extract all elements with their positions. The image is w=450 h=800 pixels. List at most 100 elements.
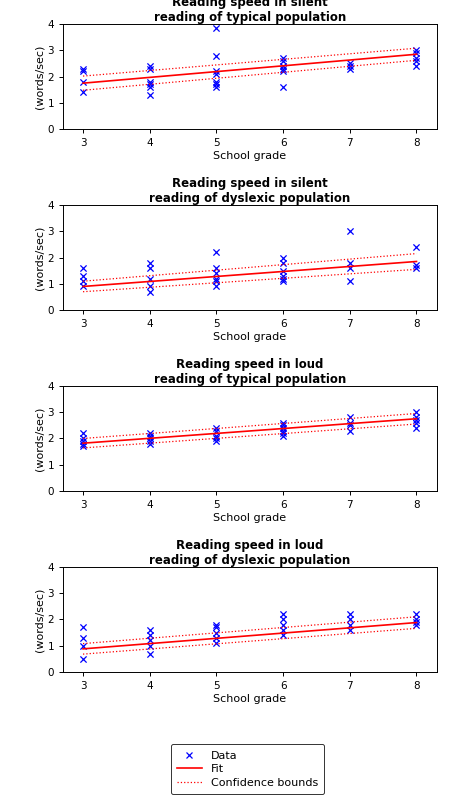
Point bbox=[346, 419, 353, 432]
Point bbox=[279, 251, 287, 264]
Point bbox=[213, 49, 220, 62]
Point bbox=[79, 434, 86, 447]
Y-axis label: (words/sec): (words/sec) bbox=[35, 406, 45, 470]
Point bbox=[346, 618, 353, 631]
Point bbox=[413, 241, 420, 254]
Point bbox=[146, 629, 153, 642]
Point bbox=[413, 616, 420, 629]
Point bbox=[79, 65, 86, 78]
Point bbox=[279, 613, 287, 626]
Point bbox=[79, 427, 86, 440]
Title: Reading speed in loud
reading of dyslexic population: Reading speed in loud reading of dyslexi… bbox=[149, 539, 351, 567]
Point bbox=[346, 411, 353, 424]
Point bbox=[346, 57, 353, 70]
Point bbox=[413, 54, 420, 67]
Point bbox=[213, 430, 220, 442]
Point bbox=[279, 65, 287, 78]
Point bbox=[279, 608, 287, 621]
Point bbox=[346, 613, 353, 626]
Point bbox=[146, 272, 153, 285]
Point bbox=[413, 608, 420, 621]
Y-axis label: (words/sec): (words/sec) bbox=[35, 587, 45, 651]
Point bbox=[213, 22, 220, 34]
Point bbox=[213, 67, 220, 80]
Point bbox=[213, 422, 220, 434]
Point bbox=[413, 262, 420, 274]
Title: Reading speed in silent
reading of typical population: Reading speed in silent reading of typic… bbox=[153, 0, 346, 24]
Point bbox=[279, 416, 287, 429]
Point bbox=[146, 623, 153, 636]
Point bbox=[279, 256, 287, 269]
Point bbox=[213, 81, 220, 94]
Point bbox=[413, 44, 420, 57]
Point bbox=[146, 639, 153, 652]
Point bbox=[279, 275, 287, 288]
Point bbox=[279, 618, 287, 631]
Point bbox=[279, 62, 287, 75]
Point bbox=[346, 424, 353, 437]
Point bbox=[279, 623, 287, 636]
Point bbox=[279, 270, 287, 282]
Point bbox=[279, 81, 287, 94]
X-axis label: School grade: School grade bbox=[213, 694, 286, 704]
Point bbox=[346, 262, 353, 274]
Point bbox=[146, 430, 153, 442]
Point bbox=[346, 416, 353, 429]
Point bbox=[346, 62, 353, 75]
Point bbox=[146, 438, 153, 450]
Point bbox=[213, 75, 220, 88]
Point bbox=[279, 430, 287, 442]
Point bbox=[146, 432, 153, 445]
Point bbox=[213, 637, 220, 650]
Point bbox=[79, 631, 86, 644]
Point bbox=[146, 427, 153, 440]
Point bbox=[146, 89, 153, 102]
Point bbox=[279, 629, 287, 642]
Point bbox=[279, 272, 287, 285]
Point bbox=[346, 225, 353, 238]
X-axis label: School grade: School grade bbox=[213, 332, 286, 342]
Point bbox=[413, 52, 420, 65]
Point bbox=[213, 432, 220, 445]
Point bbox=[146, 60, 153, 73]
Point bbox=[413, 618, 420, 631]
Point bbox=[346, 608, 353, 621]
Point bbox=[413, 259, 420, 272]
Point bbox=[213, 272, 220, 285]
Point bbox=[413, 422, 420, 434]
Point bbox=[346, 623, 353, 636]
Point bbox=[213, 262, 220, 274]
Point bbox=[146, 81, 153, 94]
Point bbox=[213, 434, 220, 447]
Point bbox=[413, 411, 420, 424]
Point bbox=[413, 406, 420, 418]
Legend: Data, Fit, Confidence bounds: Data, Fit, Confidence bounds bbox=[171, 744, 324, 794]
Point bbox=[146, 62, 153, 75]
Point bbox=[213, 246, 220, 258]
Point bbox=[146, 78, 153, 91]
Point bbox=[413, 416, 420, 429]
Point bbox=[279, 264, 287, 277]
Point bbox=[279, 419, 287, 432]
Point bbox=[413, 613, 420, 626]
Point bbox=[213, 275, 220, 288]
X-axis label: School grade: School grade bbox=[213, 513, 286, 523]
Point bbox=[146, 280, 153, 293]
Point bbox=[79, 86, 86, 98]
Point bbox=[213, 65, 220, 78]
Point bbox=[79, 438, 86, 450]
Point bbox=[279, 427, 287, 440]
Point bbox=[213, 280, 220, 293]
Point bbox=[79, 275, 86, 288]
Point bbox=[213, 267, 220, 280]
Y-axis label: (words/sec): (words/sec) bbox=[35, 45, 45, 109]
Point bbox=[213, 618, 220, 631]
Point bbox=[279, 52, 287, 65]
Point bbox=[213, 78, 220, 91]
Point bbox=[213, 424, 220, 437]
Point bbox=[213, 621, 220, 634]
Point bbox=[79, 270, 86, 282]
X-axis label: School grade: School grade bbox=[213, 151, 286, 161]
Point bbox=[79, 621, 86, 634]
Point bbox=[213, 626, 220, 639]
